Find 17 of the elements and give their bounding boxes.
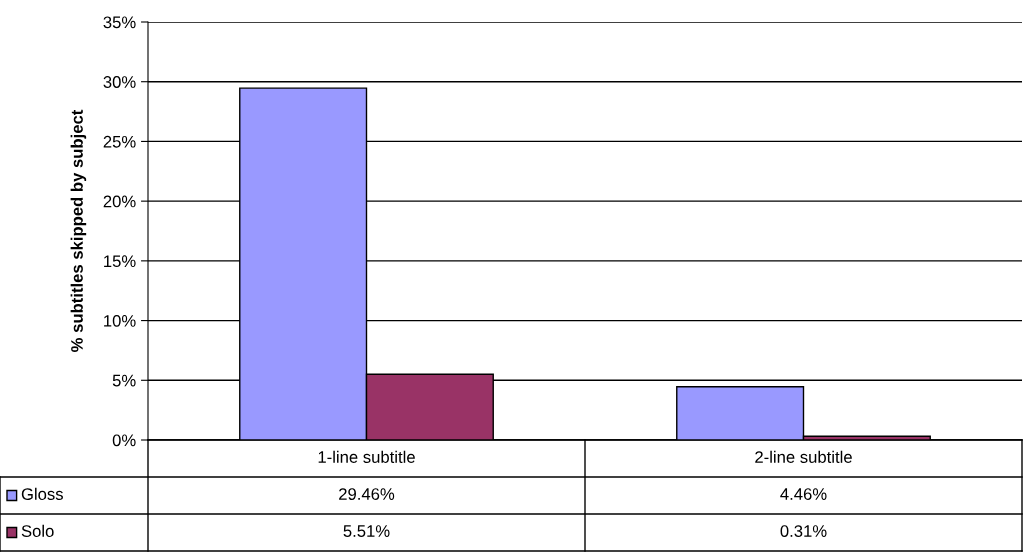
y-tick-label: 30% bbox=[103, 76, 136, 88]
legend-label: Gloss bbox=[21, 487, 63, 500]
x-tick-label: 2-line subtitle bbox=[755, 450, 852, 463]
data-label: 0.31% bbox=[780, 525, 827, 537]
x-tick-label: 1-line subtitle bbox=[318, 450, 415, 463]
data-label: 4.46% bbox=[780, 488, 827, 500]
legend-label: Solo bbox=[21, 524, 54, 537]
y-tick-label: 20% bbox=[103, 195, 136, 208]
data-label: 5.51% bbox=[343, 525, 390, 537]
y-tick-label: 35% bbox=[103, 16, 136, 29]
data-label: 29.46% bbox=[339, 488, 395, 500]
y-tick-label: 5% bbox=[112, 374, 136, 387]
y-tick-label: 25% bbox=[103, 135, 136, 148]
y-tick-label: 0% bbox=[112, 434, 136, 447]
y-tick-label: 15% bbox=[104, 255, 136, 268]
y-axis-title: % subtitles skipped by subject bbox=[70, 109, 87, 352]
y-tick-label: 10% bbox=[104, 314, 136, 327]
